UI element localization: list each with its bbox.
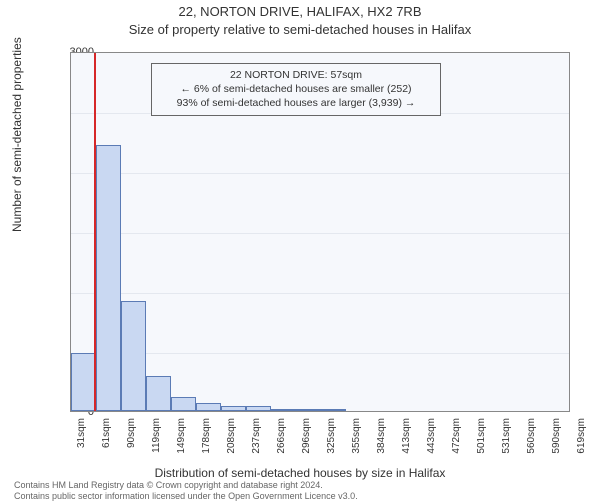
plot-area: 22 NORTON DRIVE: 57sqm← 6% of semi-detac… (70, 52, 570, 412)
annotation-box: 22 NORTON DRIVE: 57sqm← 6% of semi-detac… (151, 63, 441, 116)
reference-marker-line (94, 53, 96, 411)
histogram-bar (71, 353, 96, 411)
x-tick-label: 237sqm (251, 418, 262, 468)
title-line-2: Size of property relative to semi-detach… (0, 22, 600, 38)
histogram-bar (121, 301, 146, 411)
gridline (71, 293, 569, 294)
x-tick-label: 384sqm (376, 418, 387, 468)
histogram-bar (146, 376, 171, 411)
gridline (71, 233, 569, 234)
x-tick-label: 325sqm (326, 418, 337, 468)
x-tick-label: 531sqm (501, 418, 512, 468)
histogram-bar (96, 145, 121, 411)
x-tick-label: 443sqm (426, 418, 437, 468)
histogram-bar (246, 406, 271, 411)
footer-line-2: Contains public sector information licen… (14, 491, 358, 502)
x-tick-label: 90sqm (126, 418, 137, 468)
x-tick-label: 31sqm (76, 418, 87, 468)
x-axis-label: Distribution of semi-detached houses by … (0, 466, 600, 480)
histogram-bar (196, 403, 221, 411)
annotation-line: 93% of semi-detached houses are larger (… (160, 96, 432, 110)
y-axis-label: Number of semi-detached properties (10, 37, 24, 232)
histogram-bar (271, 409, 296, 411)
x-tick-label: 472sqm (451, 418, 462, 468)
plot-area-wrapper: 22 NORTON DRIVE: 57sqm← 6% of semi-detac… (70, 52, 570, 412)
footer-attribution: Contains HM Land Registry data © Crown c… (14, 480, 358, 502)
x-tick-label: 501sqm (476, 418, 487, 468)
chart-figure: 22, NORTON DRIVE, HALIFAX, HX2 7RB Size … (0, 4, 600, 504)
x-tick-label: 119sqm (151, 418, 162, 468)
x-tick-label: 61sqm (101, 418, 112, 468)
x-tick-label: 355sqm (351, 418, 362, 468)
x-tick-label: 560sqm (526, 418, 537, 468)
histogram-bar (321, 409, 346, 411)
x-tick-label: 413sqm (401, 418, 412, 468)
histogram-bar (296, 409, 321, 411)
x-tick-label: 619sqm (576, 418, 587, 468)
title-line-1: 22, NORTON DRIVE, HALIFAX, HX2 7RB (0, 4, 600, 20)
x-tick-label: 178sqm (201, 418, 212, 468)
gridline (71, 173, 569, 174)
histogram-bar (221, 406, 246, 411)
x-tick-label: 296sqm (301, 418, 312, 468)
histogram-bar (171, 397, 196, 411)
annotation-line: 22 NORTON DRIVE: 57sqm (160, 68, 432, 82)
x-tick-label: 590sqm (551, 418, 562, 468)
x-tick-label: 208sqm (226, 418, 237, 468)
x-tick-label: 266sqm (276, 418, 287, 468)
footer-line-1: Contains HM Land Registry data © Crown c… (14, 480, 358, 491)
annotation-line: ← 6% of semi-detached houses are smaller… (160, 82, 432, 96)
x-tick-label: 149sqm (176, 418, 187, 468)
